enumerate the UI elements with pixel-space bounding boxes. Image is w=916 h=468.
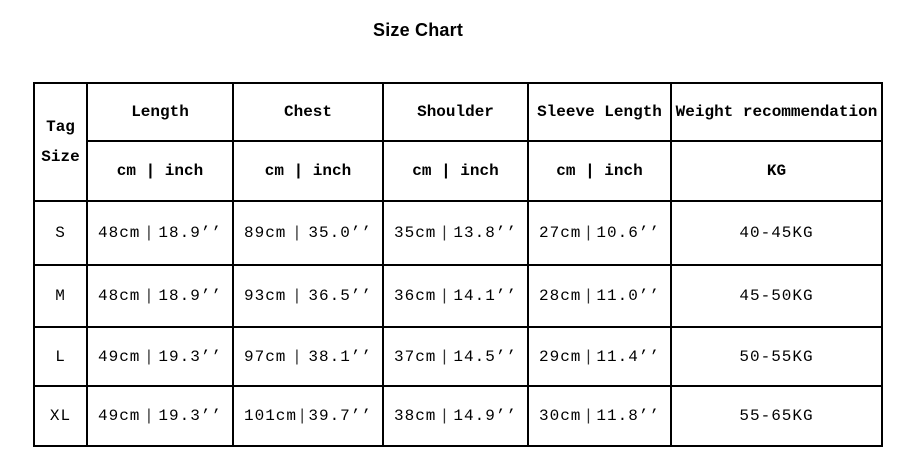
inch-value: 19.3’’ [158, 407, 222, 425]
measure-cell-shoulder: 36cm | 14.1’’ [382, 264, 529, 328]
unit-header-sleeve-length: cm | inch [527, 140, 672, 202]
inch-value: 18.9’’ [158, 287, 222, 305]
inch-value: 38.1’’ [308, 347, 372, 366]
unit-separator: | [583, 224, 595, 242]
measure-cell-sleeve-length: 27cm | 10.6’’ [527, 200, 672, 266]
weight-value: 50-55KG [670, 326, 883, 387]
column-header-chest: Chest [232, 82, 384, 142]
cm-value: 38cm [394, 407, 437, 425]
inch-value: 35.0’’ [308, 224, 372, 242]
size-label-cell: S [33, 200, 88, 266]
unit-header-shoulder: cm | inch [382, 140, 529, 202]
unit-header-length: cm | inch [86, 140, 234, 202]
size-row-m: M 48cm | 18.9’’ 93cm | 36.5’’ [33, 264, 883, 328]
unit-separator: | [144, 287, 155, 305]
tag-size-header-line2: Size [41, 148, 80, 166]
cm-value: 35cm [394, 224, 437, 242]
measure-cell-length: 48cm | 18.9’’ [86, 200, 234, 266]
inch-value: 36.5’’ [308, 287, 372, 305]
measure-cell-sleeve-length: 28cm | 11.0’’ [527, 264, 672, 328]
size-label-cell: XL [33, 385, 88, 447]
size-row-xl: XL 49cm | 19.3’’ 101cm | 39.7’’ [33, 385, 883, 447]
size-row-l: L 49cm | 19.3’’ 97cm | 38.1’’ [33, 326, 883, 387]
cm-value: 97cm [244, 347, 287, 366]
unit-header-weight-kg: KG [670, 140, 883, 202]
size-row-s: S 48cm | 18.9’’ 89cm | 35.0’’ [33, 200, 883, 266]
inch-value: 19.3’’ [158, 347, 222, 366]
unit-separator: | [144, 407, 155, 425]
measure-cell-shoulder: 37cm | 14.5’’ [382, 326, 529, 387]
inch-value: 11.8’’ [596, 407, 660, 425]
weight-value: 45-50KG [670, 264, 883, 328]
unit-separator: | [439, 347, 451, 366]
cm-value: 49cm [98, 407, 141, 425]
cm-value: 101cm [244, 407, 298, 425]
inch-value: 14.9’’ [453, 407, 517, 425]
inch-value: 39.7’’ [308, 407, 372, 425]
unit-separator: | [292, 287, 303, 305]
inch-value: 11.0’’ [596, 287, 660, 305]
measure-cell-shoulder: 38cm | 14.9’’ [382, 385, 529, 447]
tag-size-header: Tag Size [33, 82, 88, 202]
unit-separator: | [439, 224, 451, 242]
column-header-sleeve-length: Sleeve Length [527, 82, 672, 142]
unit-separator: | [144, 347, 155, 366]
unit-separator: | [439, 407, 451, 425]
measure-cell-chest: 93cm | 36.5’’ [232, 264, 384, 328]
measure-cell-sleeve-length: 30cm | 11.8’’ [527, 385, 672, 447]
measure-cell-length: 49cm | 19.3’’ [86, 385, 234, 447]
cm-value: 30cm [539, 407, 582, 425]
measure-cell-length: 49cm | 19.3’’ [86, 326, 234, 387]
unit-separator: | [144, 224, 155, 242]
measure-cell-chest: 101cm | 39.7’’ [232, 385, 384, 447]
measure-cell-shoulder: 35cm | 13.8’’ [382, 200, 529, 266]
unit-separator: | [583, 287, 595, 305]
cm-value: 48cm [98, 224, 141, 242]
cm-value: 37cm [394, 347, 437, 366]
weight-value: 40-45KG [670, 200, 883, 266]
inch-value: 11.4’’ [596, 347, 660, 366]
unit-header-chest: cm | inch [232, 140, 384, 202]
cm-value: 93cm [244, 287, 287, 305]
cm-value: 27cm [539, 224, 582, 242]
unit-separator: | [292, 347, 303, 366]
measure-cell-sleeve-length: 29cm | 11.4’’ [527, 326, 672, 387]
cm-value: 89cm [244, 224, 287, 242]
cm-value: 49cm [98, 347, 141, 366]
cm-value: 28cm [539, 287, 582, 305]
inch-value: 10.6’’ [596, 224, 660, 242]
inch-value: 14.5’’ [453, 347, 517, 366]
cm-value: 29cm [539, 347, 582, 366]
size-label-cell: L [33, 326, 88, 387]
column-header-shoulder: Shoulder [382, 82, 529, 142]
measure-cell-chest: 89cm | 35.0’’ [232, 200, 384, 266]
unit-separator: | [292, 224, 303, 242]
cm-value: 48cm [98, 287, 141, 305]
tag-size-header-line1: Tag [46, 118, 75, 136]
size-chart-table: Tag Size Length Chest Shoulder Sleeve Le… [33, 82, 883, 447]
inch-value: 14.1’’ [453, 287, 517, 305]
column-header-weight-recommendation: Weight recommendation [670, 82, 883, 142]
unit-separator: | [583, 347, 595, 366]
page-title: Size Chart [372, 20, 464, 40]
inch-value: 18.9’’ [158, 224, 222, 242]
unit-separator: | [439, 287, 451, 305]
size-label-cell: M [33, 264, 88, 328]
weight-value: 55-65KG [670, 385, 883, 447]
measure-cell-length: 48cm | 18.9’’ [86, 264, 234, 328]
inch-value: 13.8’’ [453, 224, 517, 242]
measure-cell-chest: 97cm | 38.1’’ [232, 326, 384, 387]
cm-value: 36cm [394, 287, 437, 305]
unit-separator: | [297, 407, 308, 425]
header-row-labels: Tag Size Length Chest Shoulder Sleeve Le… [33, 82, 883, 202]
header-row-units: cm | inch cm | inch cm | inch cm | inch … [34, 140, 883, 202]
unit-separator: | [583, 407, 595, 425]
column-header-length: Length [86, 82, 234, 142]
